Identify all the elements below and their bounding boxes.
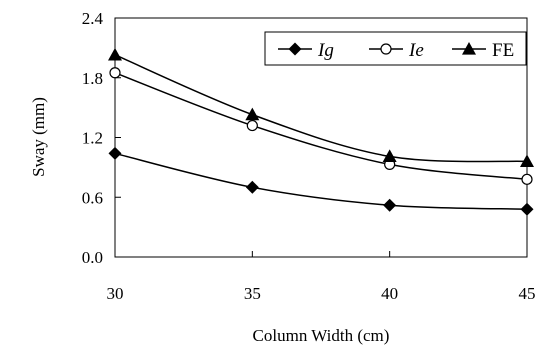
- data-point-ie: [109, 67, 121, 79]
- data-point-ig: [108, 146, 122, 160]
- x-tick-label: 30: [107, 284, 124, 303]
- series-line-ig: [114, 152, 528, 210]
- data-point-ig: [245, 180, 259, 194]
- data-point-fe: [245, 107, 260, 121]
- legend-label-ig: Ig: [317, 40, 334, 61]
- y-axis-title: Sway (mm): [29, 97, 48, 177]
- data-point-ig: [383, 198, 397, 212]
- legend-marker-fe: [462, 42, 476, 55]
- series-fe: [108, 47, 534, 167]
- x-tick-label: 40: [381, 284, 398, 303]
- legend-item-fe: FE: [452, 40, 514, 61]
- x-axis-title: Column Width (cm): [253, 326, 390, 345]
- y-tick-label: 1.2: [82, 129, 103, 148]
- legend-label-fe: FE: [492, 40, 514, 61]
- data-point-fe: [108, 47, 122, 61]
- y-tick-label: 0.6: [82, 188, 103, 207]
- legend-items: Ig Ie FE: [278, 40, 514, 61]
- y-tick-label: 0.0: [82, 248, 103, 267]
- series-layer: [108, 47, 534, 216]
- x-tick-label: 45: [519, 284, 536, 303]
- series-line-fe: [114, 54, 528, 163]
- series-line-ie: [114, 72, 528, 181]
- y-tick-label: 1.8: [82, 69, 103, 88]
- series-ig: [108, 146, 534, 216]
- x-tick-label: 35: [244, 284, 261, 303]
- legend: Ig Ie FE: [264, 31, 527, 66]
- axes: 0.0 0.6 1.2 1.8 2.4 30 35 40 45: [82, 9, 536, 303]
- data-point-fe: [520, 154, 534, 167]
- legend-marker-ig: [288, 42, 302, 56]
- legend-marker-ie: [380, 43, 392, 55]
- y-tick-label: 2.4: [82, 9, 104, 28]
- data-point-ie: [521, 173, 533, 185]
- legend-item-ig: Ig: [278, 40, 334, 61]
- data-point-fe: [382, 149, 397, 163]
- data-point-ie: [246, 119, 258, 132]
- series-ie: [109, 67, 533, 185]
- legend-item-ie: Ie: [369, 40, 424, 61]
- legend-label-ie: Ie: [408, 40, 424, 61]
- data-point-ig: [520, 202, 534, 216]
